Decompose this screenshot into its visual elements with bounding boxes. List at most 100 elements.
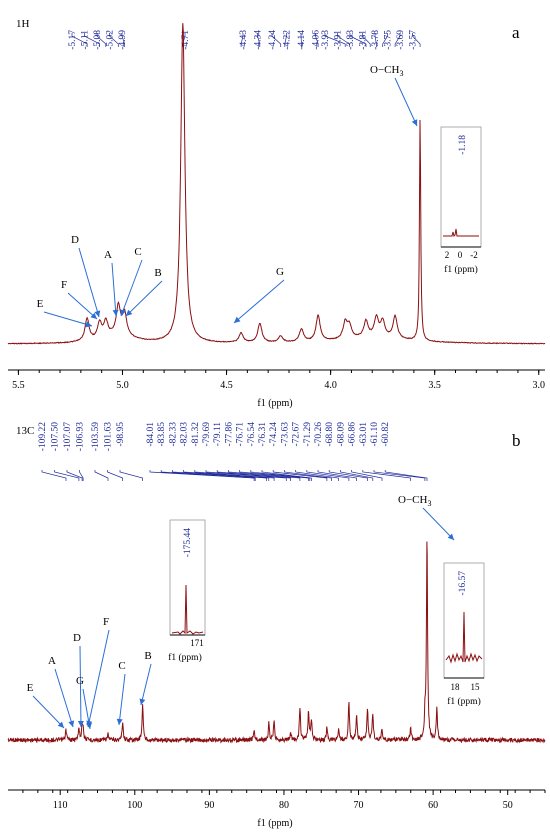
panel-b-tick-label: 60 — [428, 800, 438, 811]
panel-b-annotation-arrow — [87, 629, 110, 728]
panel-b-peak-label: -82.03 — [180, 422, 190, 447]
panel-b-tick-label: 70 — [354, 800, 364, 811]
panel-b-inset2-tick: 18 — [451, 682, 461, 692]
panel-b-leader — [216, 470, 291, 481]
panel-a-leader — [349, 33, 367, 47]
panel-b-peak-label: -109.22 — [38, 422, 48, 452]
panel-a-leader — [337, 33, 350, 47]
panel-b-peak-label: -71.29 — [303, 422, 313, 447]
panel-b-leader — [351, 470, 383, 481]
panel-b-leader — [149, 470, 255, 481]
panel-b-arrow-head — [139, 698, 146, 705]
panel-b-inset1-trace — [171, 584, 204, 635]
panel-a-annotation-arrow — [120, 259, 143, 317]
panel-b-peak-label: -60.82 — [381, 422, 391, 447]
panel-a-inset-frame — [440, 126, 482, 248]
panel-a-leader — [300, 33, 302, 47]
panel-a-annotation-label: G — [276, 266, 284, 278]
panel-a-inset: -1.18 2 0 -2 f1 (ppm) — [440, 126, 482, 275]
panel-b-peak-label: -83.85 — [157, 422, 167, 447]
panel-a-leader — [324, 33, 346, 47]
panel-b-leader — [239, 470, 309, 481]
panel-a-tick-label: 5.0 — [116, 380, 129, 391]
panel-b-inset-carbonyl: -175.44 171 f1 (ppm) — [168, 519, 206, 663]
panel-b-annotation-arrow — [32, 695, 65, 729]
panel-a-peak-label: -3.93 — [321, 30, 331, 50]
panel-a-annotation-label: C — [134, 246, 141, 258]
panel-b-inset2-x-label: f1 (ppm) — [447, 696, 481, 707]
panel-b-leader — [272, 470, 328, 481]
panel-b-annotation-arrow — [82, 688, 91, 730]
panel-b-leader — [94, 470, 109, 481]
panel-a-arrow-head — [126, 309, 133, 316]
panel-b-leader — [41, 470, 67, 481]
panel-b-arrow-head — [116, 718, 123, 725]
panel-b-x-ticks: 110 100 90 80 70 60 50 — [22, 790, 546, 811]
panel-b-leader — [306, 470, 350, 481]
panel-a-peak-label: -3.57 — [409, 30, 419, 50]
panel-b-arrow-head — [57, 721, 64, 728]
panel-b-annotation-label: O−CH3 — [398, 494, 431, 508]
panel-b-peak-label: -84.01 — [146, 422, 156, 447]
panel-a-leader — [257, 33, 261, 47]
panel-b-peak-label: -101.63 — [104, 422, 114, 452]
panel-a-peak-label: -4.43 — [239, 30, 249, 50]
panel-b-peak-label: -82.33 — [168, 422, 178, 447]
panel-b-annotation-arrow — [422, 507, 455, 541]
panel-b-inset2-tick: 15 — [471, 682, 481, 692]
panel-a-arrow-head — [85, 321, 92, 328]
panel-b-peak-label: -70.26 — [314, 422, 324, 447]
panel-b-annotation-arrow — [54, 668, 74, 728]
panel-a-peak-label: -4.24 — [268, 30, 278, 50]
panel-b-leader — [172, 470, 267, 481]
panel-a-arrow-head — [411, 119, 418, 126]
panel-a-leader — [382, 33, 388, 47]
panel-b-nucleus-label: 13C — [16, 425, 34, 437]
panel-a-leader — [315, 33, 319, 47]
panel-b-leader — [183, 470, 270, 481]
panel-b-peak-label: -81.32 — [191, 422, 201, 447]
panel-b-peak-label: -63.01 — [359, 422, 369, 447]
panel-b-leader — [295, 470, 339, 481]
panel-a-annotation-label: F — [61, 279, 67, 291]
panel-a-annotation-arrow — [125, 280, 163, 317]
panel-b-annotations: E A D F G C B O−CH3 — [27, 494, 455, 730]
panel-a-leader — [271, 33, 282, 47]
panel-b-leader — [328, 470, 368, 481]
panel-b-peak-label: -107.07 — [63, 422, 73, 452]
panel-b-peak-label: -66.86 — [348, 422, 358, 447]
panel-a-peak-label: -5.08 — [93, 30, 103, 50]
panel-a-peak-label: -3.69 — [396, 30, 406, 50]
panel-a-x-label: f1 (ppm) — [257, 398, 292, 409]
panel-a-leader — [412, 33, 421, 47]
panel-a-annotation-arrow — [43, 311, 93, 327]
panel-a-spectrum-trace — [7, 23, 546, 345]
panel-a-annotation-arrow — [67, 292, 98, 320]
panel-b-peak-label: -68.80 — [325, 422, 335, 447]
panel-a-tick-label: 4.5 — [220, 380, 233, 391]
panel-b-peak-label: -79.69 — [202, 422, 212, 447]
panel-a-arrow-head — [234, 316, 241, 323]
panel-b-peak-label: -76.31 — [258, 422, 268, 447]
panel-a-leader — [240, 33, 244, 47]
panel-b-peak-label: -61.10 — [370, 422, 380, 447]
panel-b-tick-label: 80 — [279, 800, 289, 811]
panel-a-leader — [362, 33, 371, 47]
panel-a-leader — [121, 33, 125, 47]
panel-b-peak-label: -68.09 — [336, 422, 346, 447]
panel-a-leader — [71, 33, 88, 47]
panel-b-label-leaders — [41, 470, 428, 481]
panel-a-peak-label: -5.11 — [81, 30, 91, 50]
panel-b-leader — [261, 470, 312, 481]
panel-b-inset1-tick: 171 — [190, 638, 204, 648]
panel-b-inset1-peak-label: -175.44 — [183, 528, 193, 558]
panel-a-x-ticks: 5.5 5.0 4.5 4.0 3.5 3.0 — [12, 370, 545, 391]
panel-b-leader — [384, 470, 428, 481]
panel-a-inset-tick: 2 — [445, 250, 450, 260]
panel-b-annotation-label: B — [144, 650, 151, 662]
panel-a-peak-label: -3.75 — [384, 30, 394, 50]
panel-a-annotation-arrow — [394, 77, 418, 127]
panel-a-1h-spectrum: 1H a -5.17 -5.11 -5.08 -5.02 -4.99 -4.71 -4.43… — [7, 18, 546, 409]
panel-b-tick-label: 90 — [204, 800, 214, 811]
panel-a-arrow-head — [94, 310, 101, 317]
